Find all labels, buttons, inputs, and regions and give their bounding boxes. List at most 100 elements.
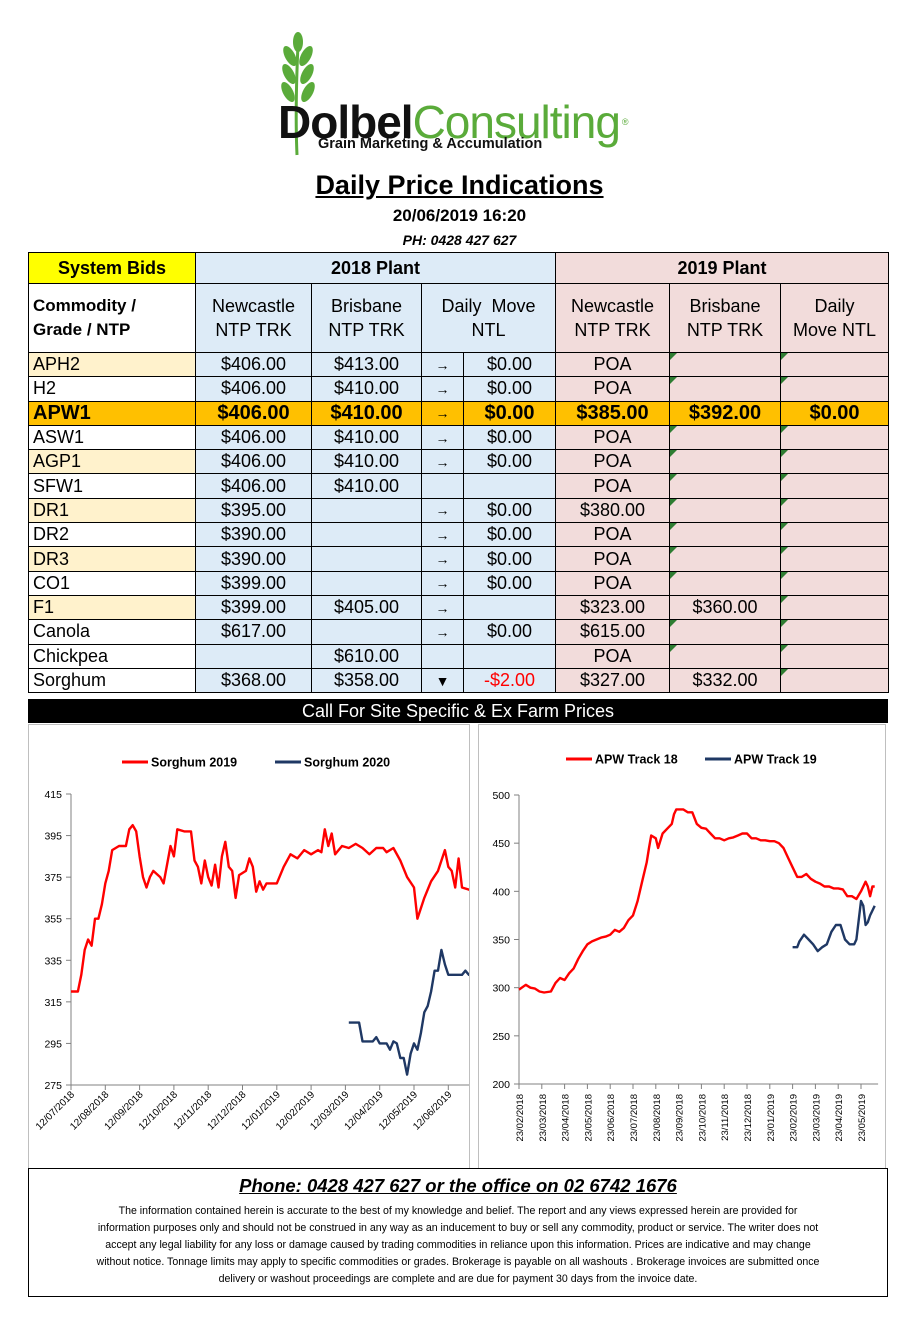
legend-label: APW Track 18 — [595, 753, 678, 767]
cell-name: CO1 — [28, 570, 196, 596]
cell-b18 — [311, 619, 422, 645]
cell-arrow: ▼ — [421, 667, 464, 694]
cell-n19: POA — [555, 449, 670, 475]
cell-arrow: → — [421, 619, 464, 645]
cell-n18: $406.00 — [195, 449, 312, 475]
newcastle-2018-header: Newcastle NTP TRK — [195, 283, 312, 353]
cell-n19: POA — [555, 522, 670, 548]
cell-arrow: → — [421, 594, 464, 621]
cell-m19 — [780, 643, 889, 669]
cell-m18: $0.00 — [463, 497, 556, 524]
cell-b19 — [669, 643, 781, 669]
header-phone: PH: 0428 427 627 — [402, 232, 517, 248]
cell-b19 — [669, 424, 781, 451]
y-tick-label: 350 — [492, 935, 510, 947]
logo-name-bold: Dolbel — [278, 96, 414, 148]
x-tick-label: 23/08/2018 — [652, 1094, 663, 1142]
apw-track-chart-svg: 200 250 300 350 400 450 500 23/02/2018 23/03/201… — [492, 753, 879, 1142]
y-tick-label: 335 — [44, 955, 62, 967]
apw-track-chart: 200 250 300 350 400 450 500 23/02/2018 23/03/201… — [478, 724, 886, 1169]
cell-arrow: → — [421, 351, 464, 378]
cell-name: Sorghum — [28, 667, 196, 694]
cell-m19 — [780, 497, 889, 524]
cell-n18: $406.00 — [195, 473, 312, 499]
x-tick-label: 23/12/2018 — [743, 1094, 754, 1142]
cell-m18: $0.00 — [463, 376, 556, 402]
cell-n18: $390.00 — [195, 522, 312, 548]
page-title: Daily Price Indications — [315, 170, 604, 200]
cell-m19 — [780, 667, 889, 694]
table-row: ASW1 $406.00 $410.00 → $0.00 POA — [28, 424, 889, 451]
legend-label: APW Track 19 — [734, 753, 817, 767]
cell-name: DR2 — [28, 522, 196, 548]
cell-n19: POA — [555, 424, 670, 451]
table-row: DR1 $395.00 → $0.00 $380.00 — [28, 497, 889, 524]
cell-b18: $410.00 — [311, 400, 422, 426]
y-tick-label: 250 — [492, 1031, 510, 1043]
cell-m19: $0.00 — [780, 400, 889, 426]
cell-n19: $615.00 — [555, 619, 670, 645]
cell-name: ASW1 — [28, 424, 196, 451]
y-tick-label: 375 — [44, 872, 62, 884]
disclaimer-line: The information contained herein is accu… — [118, 1205, 798, 1217]
series-line-sorghum-2020 — [348, 948, 469, 1076]
cell-n18: $390.00 — [195, 546, 312, 572]
cell-b19 — [669, 473, 781, 499]
sorghum-chart: 275 295 315 335 355 375 395 415 12/07/2018 12/08/… — [28, 724, 470, 1169]
cell-n19: $327.00 — [555, 667, 670, 694]
cell-n18: $368.00 — [195, 667, 312, 694]
cell-name: F1 — [28, 594, 196, 621]
cell-b19 — [669, 570, 781, 596]
header-line: Grade / NTP — [33, 320, 131, 339]
cell-b18: $410.00 — [311, 449, 422, 475]
cell-m19 — [780, 546, 889, 572]
series-line-apw-track-18 — [518, 808, 875, 994]
y-tick-label: 275 — [44, 1080, 62, 1092]
cell-m18 — [463, 643, 556, 669]
cell-arrow — [421, 473, 464, 499]
x-tick-label: 23/02/2018 — [515, 1094, 526, 1142]
x-tick-label: 23/06/2018 — [606, 1094, 617, 1142]
table-row: F1 $399.00 $405.00 → $323.00 $360.00 — [28, 594, 889, 621]
logo-tagline: Grain Marketing & Accumulation — [318, 136, 543, 152]
cell-name: AGP1 — [28, 449, 196, 475]
cell-b19 — [669, 546, 781, 572]
cell-name: DR1 — [28, 497, 196, 524]
cell-m18 — [463, 473, 556, 499]
cell-b18: $358.00 — [311, 667, 422, 694]
cell-b18 — [311, 570, 422, 596]
series-line-sorghum-2019 — [71, 824, 469, 993]
cell-m19 — [780, 449, 889, 475]
cell-m18: $0.00 — [463, 449, 556, 475]
cell-b18: $410.00 — [311, 424, 422, 451]
y-tick-label: 415 — [44, 789, 62, 801]
table-row: SFW1 $406.00 $410.00 POA — [28, 473, 889, 499]
daily-move-2019-header: Daily Move NTL — [780, 283, 889, 353]
disclaimer-line: delivery or washout proceedings are comp… — [218, 1273, 698, 1285]
cell-n19: POA — [555, 473, 670, 499]
cell-n18 — [195, 643, 312, 669]
cell-m18: $0.00 — [463, 351, 556, 378]
disclaimer-line: accept any legal liability for any loss … — [105, 1239, 811, 1251]
cell-name: APH2 — [28, 351, 196, 378]
plant-2019-header: 2019 Plant — [555, 252, 889, 284]
y-tick-label: 295 — [44, 1038, 62, 1050]
logo-name-light: Consulting — [412, 96, 621, 148]
brisbane-2019-header: Brisbane NTP TRK — [669, 283, 781, 353]
cell-b18: $405.00 — [311, 594, 422, 621]
y-tick-label: 300 — [492, 983, 510, 995]
cell-arrow: → — [421, 570, 464, 596]
cell-n19: POA — [555, 376, 670, 402]
x-tick-label: 23/07/2018 — [629, 1094, 640, 1142]
cell-b19 — [669, 522, 781, 548]
x-tick-label: 23/05/2018 — [583, 1094, 594, 1142]
cell-b19: $360.00 — [669, 594, 781, 621]
cell-arrow: → — [421, 376, 464, 402]
disclaimer-line: without notice. Tonnage limits may apply… — [96, 1256, 820, 1268]
table-row: Canola $617.00 → $0.00 $615.00 — [28, 619, 889, 645]
cell-arrow: → — [421, 424, 464, 451]
x-tick-label: 23/10/2018 — [697, 1094, 708, 1142]
cell-m18: $0.00 — [463, 619, 556, 645]
cell-m18: $0.00 — [463, 546, 556, 572]
company-logo: DolbelConsulting ® Grain Marketing & Accu… — [270, 30, 650, 160]
